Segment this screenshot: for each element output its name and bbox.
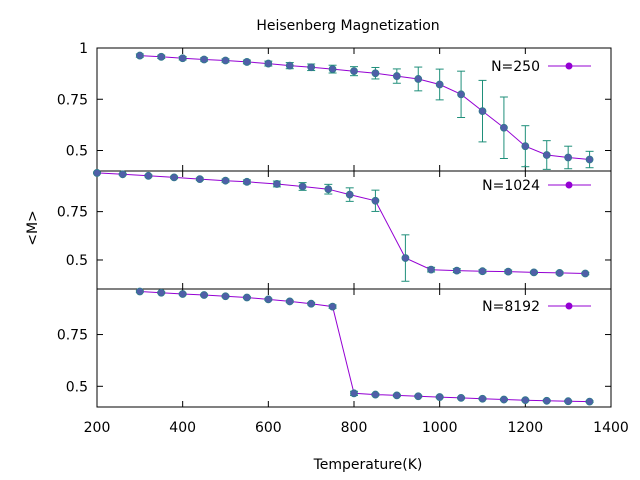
data-point (542, 151, 551, 159)
data-point (328, 65, 337, 74)
x-tick-label: 1400 (593, 420, 629, 436)
legend-label: N=8192 (482, 299, 540, 315)
data-point (285, 61, 294, 70)
data-point (457, 393, 465, 402)
data-point (478, 107, 487, 116)
data-point (178, 54, 187, 63)
y-tick-label: 1 (79, 41, 88, 57)
y-tick-label: 0.75 (57, 328, 88, 344)
x-tick-label: 600 (255, 420, 282, 436)
data-point (135, 51, 144, 60)
chart-title: Heisenberg Magnetization (256, 18, 439, 34)
x-tick-label: 1200 (508, 420, 544, 436)
series-line (139, 291, 590, 403)
data-point (144, 171, 153, 180)
x-axis: 200 400 600 800 1000 1200 1400 (84, 420, 629, 436)
data-point (328, 302, 337, 311)
y-tick-label: 0.75 (57, 92, 88, 108)
data-point (93, 169, 101, 177)
data-point (478, 267, 487, 276)
data-point (221, 292, 230, 301)
data-point (555, 269, 564, 277)
x-tick-label: 400 (169, 420, 196, 436)
data-point (564, 153, 573, 162)
data-point (298, 182, 307, 191)
data-point (435, 393, 444, 401)
data-point (157, 288, 166, 297)
panels: 0.5 0.75 1 N=250 0.5 0.75 N=1024 0.5 0.75 N=8192 (57, 41, 612, 408)
data-point (350, 67, 358, 76)
legend-marker (565, 181, 573, 189)
panel-1: 0.5 0.75 1 N=250 (57, 41, 612, 172)
y-tick-label: 0.75 (57, 205, 88, 221)
data-point (414, 75, 423, 83)
data-point (435, 80, 444, 89)
data-point (542, 396, 551, 405)
data-point (264, 295, 273, 304)
panel-2: 0.5 0.75 N=1024 (57, 169, 612, 290)
data-point (135, 287, 144, 296)
data-point (371, 390, 380, 399)
data-point (427, 265, 436, 274)
data-point (457, 90, 465, 99)
data-point (371, 196, 380, 205)
data-point (178, 290, 187, 298)
data-point (243, 58, 251, 66)
x-tick-label: 800 (341, 420, 368, 436)
legend-label: N=1024 (482, 178, 540, 194)
data-point (221, 176, 230, 185)
y-axis-label: <M> (25, 210, 41, 246)
data-point (452, 266, 461, 275)
data-point (478, 394, 487, 403)
data-point (118, 170, 127, 179)
legend-marker (565, 302, 573, 310)
data-point (530, 268, 538, 277)
x-tick-label: 1000 (422, 420, 458, 436)
data-point (414, 392, 423, 401)
data-point (500, 395, 508, 404)
series-line (96, 172, 586, 274)
data-point (272, 180, 281, 188)
data-point (200, 55, 208, 64)
data-point (243, 177, 251, 186)
data-point (157, 52, 166, 61)
data-point (392, 72, 401, 80)
data-point (221, 56, 230, 65)
data-point (392, 391, 401, 400)
data-point (581, 269, 590, 278)
y-tick-label: 0.5 (66, 379, 88, 395)
data-point (521, 396, 530, 405)
data-point (324, 185, 333, 194)
data-point (200, 291, 208, 299)
data-point (243, 293, 251, 302)
data-point (521, 142, 530, 151)
panel-3: 0.5 0.75 N=8192 (57, 287, 612, 408)
data-point (585, 397, 594, 406)
x-tick-label: 200 (84, 420, 111, 436)
data-point (307, 299, 316, 308)
legend-label: N=250 (491, 59, 540, 75)
data-point (500, 123, 508, 132)
data-point (285, 297, 294, 306)
series-line (139, 55, 590, 160)
data-point (345, 190, 354, 199)
x-axis-label: Temperature(K) (313, 457, 423, 473)
data-point (371, 69, 380, 78)
data-point (350, 389, 358, 398)
data-point (307, 63, 316, 72)
data-point (504, 267, 513, 276)
data-point (585, 155, 594, 164)
y-tick-label: 0.5 (66, 253, 88, 269)
y-tick-label: 0.5 (66, 144, 88, 160)
data-point (264, 59, 273, 68)
data-point (401, 254, 410, 262)
data-point (170, 173, 179, 182)
data-point (564, 397, 573, 406)
data-point (195, 175, 204, 184)
legend-marker (565, 62, 573, 70)
